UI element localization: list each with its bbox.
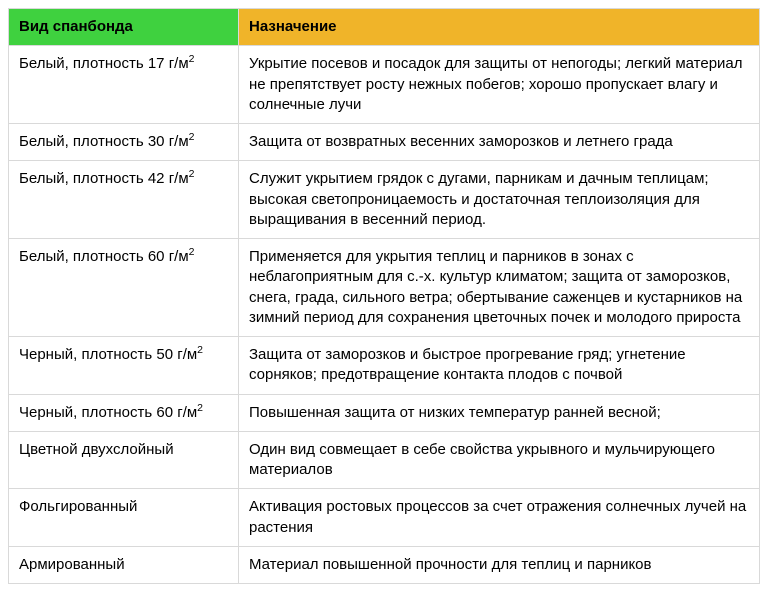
cell-type: Цветной двухслойный [9,431,239,489]
header-purpose: Назначение [239,9,760,46]
spunbond-table: Вид спанбонда Назначение Белый, плотност… [8,8,760,584]
table-row: Цветной двухслойныйОдин вид совмещает в … [9,431,760,489]
cell-type: Белый, плотность 17 г/м2 [9,46,239,124]
unit-superscript: 2 [189,168,195,180]
table-row: Белый, плотность 42 г/м2Служит укрытием … [9,161,760,239]
unit-superscript: 2 [189,53,195,65]
table-body: Белый, плотность 17 г/м2Укрытие посевов … [9,46,760,584]
unit-superscript: 2 [189,246,195,258]
unit-superscript: 2 [189,131,195,143]
cell-type: Белый, плотность 60 г/м2 [9,239,239,337]
cell-purpose: Активация ростовых процессов за счет отр… [239,489,760,547]
cell-type: Белый, плотность 42 г/м2 [9,161,239,239]
header-type: Вид спанбонда [9,9,239,46]
cell-purpose: Защита от заморозков и быстрое прогреван… [239,337,760,395]
table-row: Черный, плотность 60 г/м2Повышенная защи… [9,394,760,431]
table-header-row: Вид спанбонда Назначение [9,9,760,46]
cell-type: Фольгированный [9,489,239,547]
cell-purpose: Повышенная защита от низких температур р… [239,394,760,431]
table-row: АрмированныйМатериал повышенной прочност… [9,546,760,583]
table-row: Черный, плотность 50 г/м2Защита от замор… [9,337,760,395]
cell-purpose: Укрытие посевов и посадок для защиты от … [239,46,760,124]
cell-type: Армированный [9,546,239,583]
table-row: Белый, плотность 30 г/м2Защита от возвра… [9,124,760,161]
table-row: Белый, плотность 60 г/м2Применяется для … [9,239,760,337]
cell-type: Белый, плотность 30 г/м2 [9,124,239,161]
table-row: Белый, плотность 17 г/м2Укрытие посевов … [9,46,760,124]
cell-purpose: Материал повышенной прочности для теплиц… [239,546,760,583]
cell-purpose: Применяется для укрытия теплиц и парнико… [239,239,760,337]
cell-purpose: Защита от возвратных весенних заморозков… [239,124,760,161]
unit-superscript: 2 [197,344,203,356]
table-row: ФольгированныйАктивация ростовых процесс… [9,489,760,547]
cell-type: Черный, плотность 50 г/м2 [9,337,239,395]
cell-type: Черный, плотность 60 г/м2 [9,394,239,431]
cell-purpose: Один вид совмещает в себе свойства укрыв… [239,431,760,489]
unit-superscript: 2 [197,402,203,414]
cell-purpose: Служит укрытием грядок с дугами, парника… [239,161,760,239]
